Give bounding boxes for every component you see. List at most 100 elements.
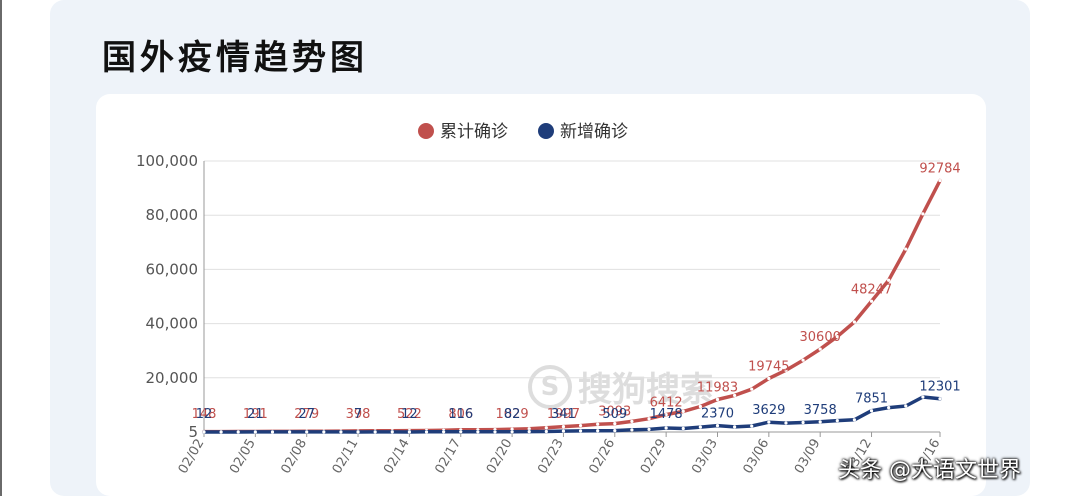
x-tick-label: 02/08 — [278, 437, 310, 477]
data-label: 522 — [397, 407, 422, 422]
data-point — [596, 429, 600, 433]
data-point — [767, 420, 771, 424]
data-point — [921, 395, 925, 399]
y-tick-label: 80,000 — [146, 206, 199, 224]
data-point — [578, 429, 583, 433]
data-label: 7851 — [855, 392, 888, 407]
data-point — [527, 429, 531, 434]
data-point — [852, 418, 857, 422]
data-point — [715, 397, 720, 402]
data-point — [544, 429, 548, 434]
data-point — [544, 426, 548, 430]
data-label: 1029 — [496, 407, 529, 422]
data-point — [322, 430, 326, 434]
data-point — [493, 430, 497, 434]
data-point — [236, 430, 240, 434]
data-point — [938, 397, 942, 401]
data-point — [630, 419, 634, 424]
line-new — [202, 395, 942, 434]
data-point — [818, 420, 822, 424]
data-point — [698, 404, 702, 409]
data-label: 7 — [354, 407, 362, 422]
data-point — [715, 423, 720, 428]
x-tick-label: 02/20 — [484, 437, 516, 477]
data-point — [733, 393, 737, 398]
data-point — [647, 427, 651, 432]
chart-card: S 搜狗搜索 5 20,000 40,000 60,000 80,000 100,000 0… — [96, 94, 986, 496]
data-point — [287, 430, 292, 434]
data-point — [904, 247, 908, 251]
data-point — [852, 320, 857, 324]
data-point — [887, 406, 891, 410]
data-point — [596, 422, 600, 426]
y-tick-label: 60,000 — [146, 260, 199, 278]
legend-label-cumulative: 累计确诊 — [440, 122, 508, 142]
y-tick-label: 20,000 — [146, 369, 199, 387]
data-point — [784, 421, 788, 425]
data-point — [801, 358, 805, 362]
data-point — [904, 404, 908, 408]
data-point — [750, 387, 754, 391]
data-label: 148 — [192, 407, 217, 422]
x-tick-label: 02/05 — [227, 437, 259, 477]
source-credit: 头条 @大语文世界 — [838, 458, 1021, 483]
data-point — [561, 429, 566, 433]
data-point — [733, 425, 737, 429]
data-label: 806 — [448, 407, 473, 422]
page-title: 国外疫情趋势图 — [102, 38, 368, 78]
data-point — [664, 413, 668, 417]
data-label: 1997 — [547, 407, 580, 422]
data-label: 116 — [448, 407, 473, 422]
data-point — [373, 430, 377, 434]
data-label: 3758 — [804, 403, 837, 418]
data-point — [938, 178, 942, 183]
data-label: 2370 — [701, 407, 734, 422]
data-label: 509 — [602, 407, 627, 422]
x-tick-label: 02/29 — [638, 437, 670, 477]
data-point — [613, 422, 617, 426]
data-point — [253, 430, 257, 434]
data-point — [698, 425, 702, 429]
data-point — [750, 424, 754, 428]
page-edge-divider — [0, 0, 2, 496]
data-label: 12 — [196, 407, 213, 422]
data-point — [339, 430, 343, 434]
data-point — [835, 419, 839, 423]
data-point — [305, 430, 309, 434]
legend-marker-cumulative — [418, 123, 434, 139]
x-tick-label: 02/26 — [587, 437, 619, 477]
data-point — [630, 428, 634, 432]
data-point — [561, 424, 566, 429]
data-point — [202, 430, 206, 434]
data-label: 6412 — [650, 396, 683, 411]
data-label: 398 — [346, 407, 371, 422]
legend-label-new: 新增确诊 — [560, 122, 628, 142]
data-point — [459, 430, 463, 434]
data-label: 341 — [551, 407, 576, 422]
data-point — [510, 430, 514, 434]
data-label: 21 — [247, 407, 264, 422]
x-tick-label: 02/23 — [535, 437, 567, 477]
x-tick-label: 02/14 — [381, 437, 413, 477]
data-label: 3629 — [752, 403, 785, 418]
data-point — [801, 420, 805, 425]
data-point — [869, 299, 874, 303]
data-label: 1478 — [650, 407, 683, 422]
x-tick-label: 03/09 — [792, 437, 824, 477]
y-tick-label: 40,000 — [146, 315, 199, 333]
data-label: 27 — [298, 407, 315, 422]
data-point — [527, 427, 531, 431]
data-point — [818, 347, 822, 351]
data-point — [407, 430, 411, 434]
data-label: 12 — [401, 407, 418, 422]
data-point — [578, 423, 583, 428]
trend-chart: 5 20,000 40,000 60,000 80,000 100,000 02/02 02/… — [136, 122, 961, 477]
data-label: 82 — [504, 407, 521, 422]
sogou-logo-icon: S — [528, 364, 572, 409]
data-label: 19745 — [748, 359, 789, 374]
data-point — [767, 376, 771, 381]
data-point — [681, 409, 685, 414]
data-point — [647, 417, 651, 421]
data-point — [219, 430, 223, 434]
data-point — [356, 430, 360, 434]
